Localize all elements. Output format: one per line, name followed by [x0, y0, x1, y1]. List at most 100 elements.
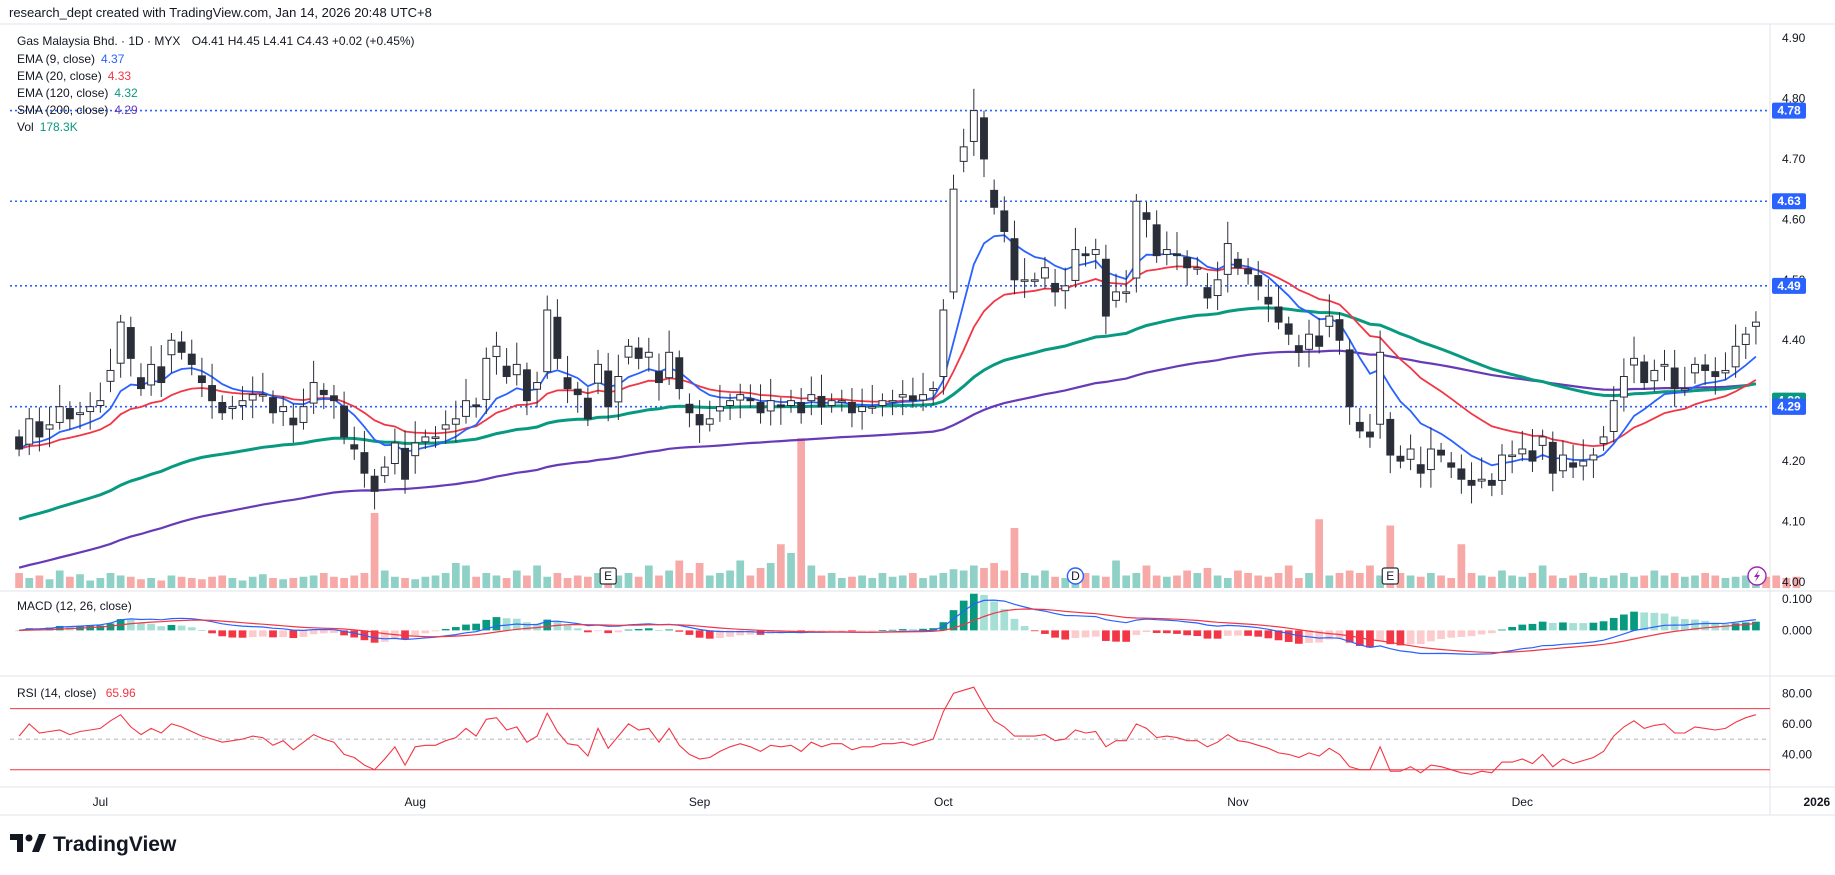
- rsi-legend: RSI (14, close) 65.96: [17, 686, 136, 700]
- candle-body: [96, 400, 105, 407]
- candle-body: [1101, 258, 1110, 317]
- earnings-marker[interactable]: [599, 567, 617, 585]
- candle-body: [1660, 363, 1669, 367]
- candle-body: [86, 406, 95, 413]
- candle-body: [482, 357, 491, 400]
- macd-histogram-bar: [614, 630, 623, 633]
- legend-indicator: Vol 178.3K: [17, 120, 78, 134]
- candle-body: [827, 400, 836, 407]
- volume-bar: [1274, 573, 1283, 588]
- volume-bar: [157, 580, 166, 588]
- rsi-legend-label: RSI (14, close): [17, 686, 96, 700]
- candle-body: [1366, 431, 1374, 438]
- volume-bar: [644, 565, 653, 588]
- candle-body: [1000, 210, 1009, 232]
- macd-histogram-bar: [1051, 630, 1059, 638]
- macd-histogram-bar: [1721, 623, 1730, 631]
- candle-body: [695, 414, 704, 426]
- volume-bar: [1213, 575, 1222, 588]
- macd-histogram-bar: [1579, 623, 1588, 631]
- macd-histogram-bar: [584, 630, 592, 633]
- volume-bar: [1457, 544, 1466, 588]
- candle-body: [279, 406, 288, 413]
- macd-histogram-bar: [1071, 630, 1080, 638]
- volume-bar: [502, 578, 511, 588]
- candle-body: [512, 363, 521, 376]
- volume-bar: [76, 574, 84, 588]
- rsi-pane: RSI (14, close) 65.96 80.00 60.00 40.00: [10, 686, 1812, 775]
- candle-body: [1305, 333, 1313, 350]
- macd-histogram-bar: [1508, 626, 1517, 631]
- candle-body: [65, 408, 74, 420]
- volume-bar: [126, 576, 135, 588]
- candle-body: [137, 377, 145, 390]
- macd-histogram-bar: [543, 619, 552, 631]
- earnings-marker[interactable]: [1381, 567, 1399, 585]
- candle-body: [583, 397, 592, 420]
- macd-histogram-bar: [472, 623, 481, 631]
- price-tick-label: 4.70: [1782, 152, 1806, 166]
- volume-bar: [1162, 576, 1171, 588]
- candle-body: [644, 351, 653, 358]
- dividend-marker[interactable]: [1066, 567, 1085, 585]
- volume-bar: [685, 573, 694, 588]
- macd-histogram-bar: [858, 630, 866, 632]
- macd-histogram-bar: [1152, 630, 1161, 633]
- macd-histogram-bar: [1041, 630, 1049, 634]
- volume-bar: [462, 565, 470, 588]
- macd-histogram-bar: [1274, 630, 1283, 641]
- macd-histogram-bar: [1376, 630, 1384, 642]
- volume-bar: [1427, 573, 1435, 588]
- candle-body: [309, 382, 318, 404]
- volume-bar: [380, 570, 389, 588]
- volume-bar: [624, 573, 633, 588]
- macd-histogram-bar: [1467, 630, 1476, 637]
- macd-histogram-bar: [1142, 630, 1151, 633]
- macd-histogram-bar: [1416, 630, 1425, 645]
- candle-body: [472, 404, 481, 408]
- tradingview-logo-slash: [32, 834, 46, 852]
- volume-bar: [1000, 570, 1009, 588]
- volume-bar: [167, 575, 176, 588]
- volume-bar: [1386, 525, 1395, 588]
- volume-bar: [1223, 578, 1232, 588]
- ema-20-line: [18, 265, 1757, 450]
- tradingview-logo-dot: [25, 834, 33, 842]
- lightning-icon[interactable]: [1747, 566, 1767, 586]
- volume-bar: [248, 576, 257, 588]
- volume-bar: [1132, 573, 1141, 588]
- volume-bar: [1711, 575, 1720, 588]
- macd-histogram-bar: [1447, 630, 1456, 638]
- volume-bar: [1366, 565, 1374, 588]
- volume-bar: [1193, 573, 1202, 588]
- candlesticks: [15, 88, 1760, 510]
- candle-body: [1416, 464, 1425, 474]
- volume-bar: [1203, 568, 1212, 588]
- candle-body: [1477, 478, 1486, 482]
- macd-histogram-bar: [624, 629, 633, 631]
- candle-body: [1325, 315, 1334, 327]
- candle-body: [1609, 400, 1618, 432]
- candle-body: [45, 424, 54, 430]
- candle-body: [1071, 249, 1080, 281]
- candle-body: [1213, 279, 1222, 297]
- candle-body: [1193, 267, 1202, 270]
- ema-9-line: [18, 234, 1757, 467]
- macd-histogram-bar: [848, 630, 856, 632]
- volume-bar: [228, 578, 237, 588]
- macd-histogram-bar: [167, 624, 176, 631]
- candle-body: [157, 366, 166, 384]
- candle-body: [533, 382, 542, 390]
- macd-histogram-bar: [1589, 622, 1598, 631]
- rsi-tick-label: 80.00: [1782, 686, 1812, 700]
- candle-body: [1152, 224, 1161, 257]
- candle-body: [76, 412, 84, 416]
- volume-bar: [96, 578, 105, 588]
- candle-body: [1173, 253, 1181, 257]
- volume-bar: [1315, 519, 1324, 588]
- volume-bar: [1772, 575, 1781, 588]
- rsi-tick-label: 40.00: [1782, 747, 1812, 761]
- moving-averages: [18, 234, 1757, 569]
- volume-bar: [35, 575, 44, 588]
